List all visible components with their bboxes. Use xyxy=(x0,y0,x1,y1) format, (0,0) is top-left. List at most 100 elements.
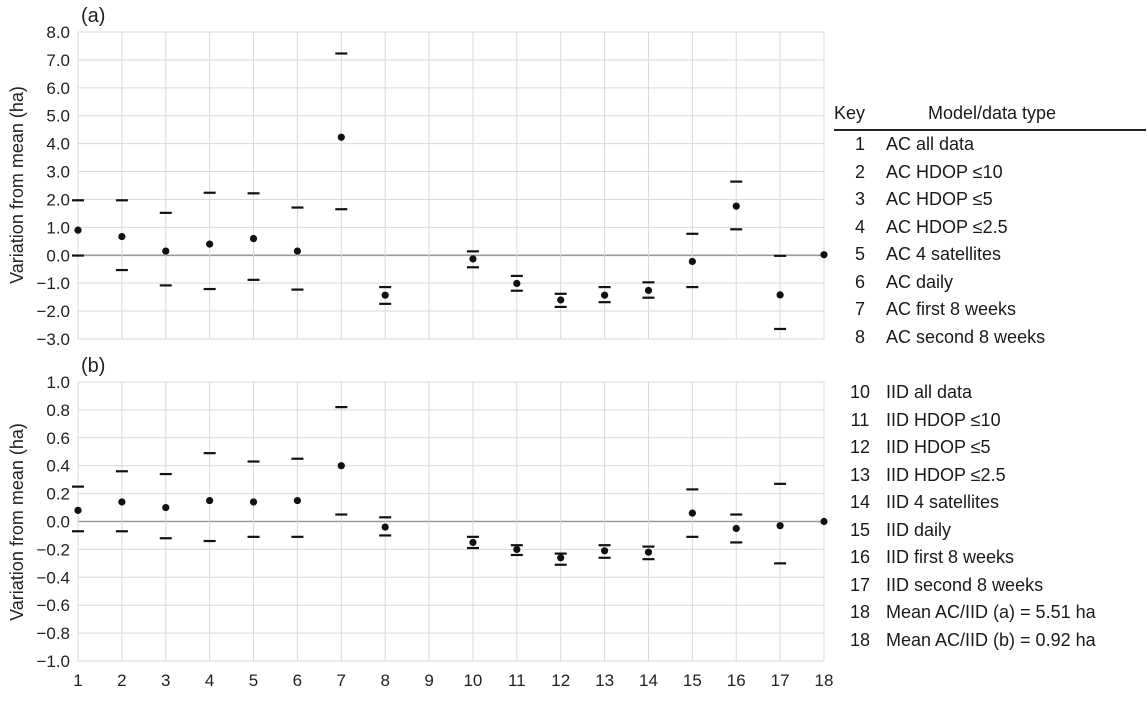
x-tick-label: 6 xyxy=(293,671,302,690)
x-tick-label: 8 xyxy=(380,671,389,690)
y-tick-label: −3.0 xyxy=(36,330,70,349)
key-model-type: Mean AC/IID (b) = 0.92 ha xyxy=(886,629,1096,650)
mean-point xyxy=(820,517,828,526)
mean-point xyxy=(381,523,389,531)
mean-point xyxy=(249,234,258,243)
key-model-type: AC first 8 weeks xyxy=(886,299,1017,319)
key-row: 11 IID HDOP ≤10 xyxy=(834,407,1146,435)
key-number: 12 xyxy=(849,437,871,457)
key-row: 14 IID 4 satellites xyxy=(834,489,1146,517)
mean-point xyxy=(206,496,214,505)
key-group-a: 1 AC all data 2 AC HDOP ≤10 3 AC HDOP ≤5 4 AC H… xyxy=(834,131,1146,351)
mean-point xyxy=(469,538,477,547)
key-number: 18 xyxy=(849,629,871,650)
y-tick-label: 0.6 xyxy=(46,429,70,448)
mean-point xyxy=(249,498,258,506)
mean-point xyxy=(776,522,784,530)
mean-point xyxy=(513,545,521,554)
key-model-type: IID 4 satellites xyxy=(886,492,1000,512)
mean-point xyxy=(600,291,609,299)
x-tick-label: 3 xyxy=(161,671,170,690)
key-number: 10 xyxy=(849,382,871,402)
y-tick-label: −2.0 xyxy=(36,302,70,321)
x-tick-label: 14 xyxy=(639,671,658,690)
mean-point xyxy=(337,133,345,141)
x-tick-label: 5 xyxy=(249,671,258,690)
y-tick-label: 0.4 xyxy=(46,457,70,476)
key-number: 8 xyxy=(854,326,865,347)
key-row: 17 IID second 8 weeks xyxy=(834,572,1146,600)
mean-point xyxy=(688,509,696,517)
mean-point xyxy=(381,291,389,299)
y-tick-label: 6.0 xyxy=(46,79,70,98)
key-model-type: AC HDOP ≤2.5 xyxy=(886,216,1008,237)
key-row: 16 IID first 8 weeks xyxy=(834,544,1146,572)
y-tick-label: 5.0 xyxy=(46,107,70,126)
key-model-type: AC HDOP ≤10 xyxy=(886,161,1003,182)
x-tick-label: 4 xyxy=(205,671,214,690)
x-tick-label: 16 xyxy=(727,671,746,690)
key-model-type: AC daily xyxy=(886,271,954,292)
y-tick-label: 1.0 xyxy=(46,373,70,392)
mean-point xyxy=(776,291,784,299)
key-col-model: Model/data type xyxy=(927,103,1057,123)
panel-label: (b) xyxy=(81,355,105,377)
y-tick-label: −0.6 xyxy=(36,596,70,615)
panel-a-plot: 8.0 7.0 6.0 5.0 4.0 3.0 2.0 1.0 0.0 −1.0 −2.0 −3.0 (… xyxy=(7,5,828,349)
key-header: Key Model/data type xyxy=(834,103,1146,131)
key-model-type: IID HDOP ≤5 xyxy=(886,437,991,457)
key-model-type: AC HDOP ≤5 xyxy=(886,189,993,209)
key-number: 6 xyxy=(854,271,865,292)
y-axis-label: Variation from mean (ha) xyxy=(7,86,27,284)
y-tick-label: −0.4 xyxy=(36,568,70,587)
key-row: 3 AC HDOP ≤5 xyxy=(834,186,1146,214)
y-tick-label: 7.0 xyxy=(46,51,70,70)
x-tick-label: 1 xyxy=(73,671,82,690)
key-table: Key Model/data type 1 AC all data 2 AC HDOP… xyxy=(834,103,1146,654)
mean-point xyxy=(162,247,170,255)
key-row: 18 Mean AC/IID (a) = 5.51 ha xyxy=(834,599,1146,627)
key-number: 13 xyxy=(849,464,871,485)
key-row: 10 IID all data xyxy=(834,379,1146,407)
mean-point xyxy=(644,548,653,556)
key-model-type: AC all data xyxy=(886,134,975,154)
key-row: 4 AC HDOP ≤2.5 xyxy=(834,214,1146,242)
y-tick-label: 0.2 xyxy=(46,485,70,504)
key-row: 18 Mean AC/IID (b) = 0.92 ha xyxy=(834,627,1146,655)
key-row: 15 IID daily xyxy=(834,517,1146,545)
mean-point xyxy=(732,202,740,210)
key-number: 5 xyxy=(854,244,865,264)
key-col-key: Key xyxy=(834,103,866,123)
key-row: 6 AC daily xyxy=(834,269,1146,297)
key-number: 4 xyxy=(854,216,865,237)
mean-point xyxy=(557,296,565,304)
mean-point xyxy=(557,554,565,562)
key-model-type: IID all data xyxy=(886,382,973,402)
panel-label: (a) xyxy=(81,5,105,27)
mean-point xyxy=(118,498,126,506)
mean-point xyxy=(74,226,82,234)
y-tick-label: 3.0 xyxy=(46,163,70,182)
key-number: 17 xyxy=(849,574,871,595)
y-tick-label: 0.0 xyxy=(46,513,70,532)
mean-point xyxy=(688,257,696,266)
mean-point xyxy=(118,232,126,241)
x-tick-label: 10 xyxy=(463,671,482,690)
key-model-type: IID second 8 weeks xyxy=(886,574,1044,595)
key-group-b: 10 IID all data 11 IID HDOP ≤10 12 IID HDOP ≤… xyxy=(834,379,1146,654)
key-model-type: IID HDOP ≤10 xyxy=(886,409,1001,430)
key-row: 5 AC 4 satellites xyxy=(834,241,1146,269)
key-model-type: IID first 8 weeks xyxy=(886,547,1015,567)
y-tick-label: 4.0 xyxy=(46,135,70,154)
key-model-type: IID HDOP ≤2.5 xyxy=(886,464,1006,485)
y-tick-label: −1.0 xyxy=(36,274,70,293)
y-tick-label: 0.8 xyxy=(46,401,70,420)
x-tick-label: 15 xyxy=(683,671,702,690)
key-row: 8 AC second 8 weeks xyxy=(834,324,1146,352)
mean-point xyxy=(732,524,740,533)
x-tick-label: 2 xyxy=(117,671,126,690)
key-row: 2 AC HDOP ≤10 xyxy=(834,159,1146,187)
key-model-type: Mean AC/IID (a) = 5.51 ha xyxy=(886,602,1096,622)
x-tick-label: 11 xyxy=(508,671,526,690)
